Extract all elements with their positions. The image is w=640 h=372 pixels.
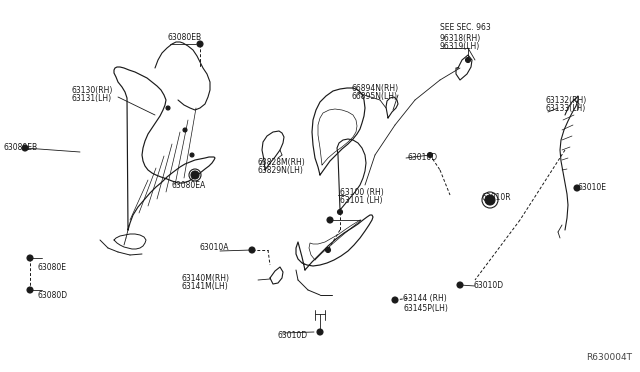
Circle shape: [191, 171, 199, 179]
Text: R630004T: R630004T: [586, 353, 632, 362]
Text: 96319(LH): 96319(LH): [440, 42, 480, 51]
Circle shape: [190, 153, 194, 157]
Text: SEE SEC. 963: SEE SEC. 963: [440, 23, 491, 32]
Circle shape: [326, 247, 330, 253]
Text: 63828M(RH): 63828M(RH): [258, 157, 306, 167]
Circle shape: [392, 297, 398, 303]
Circle shape: [249, 247, 255, 253]
Text: 63080D: 63080D: [38, 292, 68, 301]
Circle shape: [22, 145, 28, 151]
Text: 66895N(LH): 66895N(LH): [352, 93, 398, 102]
Text: 63130(RH): 63130(RH): [72, 86, 113, 94]
Text: 63010D: 63010D: [408, 154, 438, 163]
Text: 63080EB: 63080EB: [3, 144, 37, 153]
Text: 96318(RH): 96318(RH): [440, 33, 481, 42]
Text: 63145P(LH): 63145P(LH): [403, 304, 448, 312]
Text: 63010D: 63010D: [278, 330, 308, 340]
Text: 63010A: 63010A: [200, 244, 230, 253]
Text: 66894N(RH): 66894N(RH): [352, 83, 399, 93]
Text: 63010E: 63010E: [578, 183, 607, 192]
Text: 63010R: 63010R: [482, 193, 511, 202]
Circle shape: [166, 106, 170, 110]
Text: 63080E: 63080E: [38, 263, 67, 273]
Text: 63100 (RH): 63100 (RH): [340, 187, 384, 196]
Text: 63829N(LH): 63829N(LH): [258, 167, 304, 176]
Text: 63133(LH): 63133(LH): [545, 105, 585, 113]
Circle shape: [465, 58, 470, 62]
Circle shape: [327, 217, 333, 223]
Circle shape: [183, 128, 187, 132]
Circle shape: [317, 329, 323, 335]
Text: 63141M(LH): 63141M(LH): [182, 282, 228, 292]
Text: 63080EA: 63080EA: [172, 180, 206, 189]
Text: 63132(RH): 63132(RH): [545, 96, 586, 105]
Text: 63080EB: 63080EB: [168, 33, 202, 42]
Circle shape: [197, 41, 203, 47]
Circle shape: [428, 153, 433, 157]
Circle shape: [574, 185, 580, 191]
Text: 63010D: 63010D: [473, 280, 503, 289]
Circle shape: [337, 209, 342, 215]
Text: 63131(LH): 63131(LH): [72, 93, 112, 103]
Circle shape: [485, 195, 495, 205]
Circle shape: [27, 287, 33, 293]
Text: 63140M(RH): 63140M(RH): [182, 273, 230, 282]
Circle shape: [27, 255, 33, 261]
Circle shape: [457, 282, 463, 288]
Text: 63144 (RH): 63144 (RH): [403, 294, 447, 302]
Text: 63101 (LH): 63101 (LH): [340, 196, 383, 205]
